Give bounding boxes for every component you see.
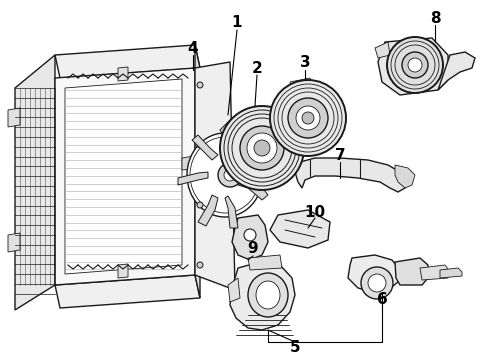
Ellipse shape bbox=[254, 140, 270, 156]
Polygon shape bbox=[230, 262, 295, 330]
Polygon shape bbox=[15, 55, 55, 310]
Ellipse shape bbox=[248, 273, 288, 317]
Ellipse shape bbox=[220, 106, 304, 190]
Text: 5: 5 bbox=[290, 341, 300, 356]
Ellipse shape bbox=[368, 274, 386, 292]
Ellipse shape bbox=[187, 133, 263, 217]
Polygon shape bbox=[182, 155, 205, 170]
Polygon shape bbox=[440, 268, 462, 278]
Polygon shape bbox=[395, 165, 415, 188]
Polygon shape bbox=[348, 255, 400, 292]
Polygon shape bbox=[290, 78, 315, 94]
Polygon shape bbox=[232, 215, 268, 260]
Ellipse shape bbox=[244, 229, 256, 241]
Polygon shape bbox=[228, 278, 240, 302]
Polygon shape bbox=[65, 79, 182, 274]
Polygon shape bbox=[220, 112, 248, 138]
Polygon shape bbox=[118, 67, 128, 81]
Text: 9: 9 bbox=[247, 240, 258, 256]
Text: 2: 2 bbox=[252, 60, 262, 76]
Ellipse shape bbox=[408, 58, 422, 72]
Polygon shape bbox=[420, 265, 450, 280]
Polygon shape bbox=[242, 155, 272, 165]
Ellipse shape bbox=[361, 267, 393, 299]
Polygon shape bbox=[375, 42, 390, 58]
Polygon shape bbox=[230, 148, 240, 185]
Polygon shape bbox=[195, 45, 200, 298]
Ellipse shape bbox=[197, 82, 203, 88]
Text: 8: 8 bbox=[430, 10, 441, 26]
Text: 4: 4 bbox=[188, 41, 198, 55]
Ellipse shape bbox=[256, 281, 280, 309]
Ellipse shape bbox=[197, 202, 203, 208]
Text: 10: 10 bbox=[304, 204, 325, 220]
Ellipse shape bbox=[218, 163, 242, 187]
Ellipse shape bbox=[224, 169, 236, 181]
Ellipse shape bbox=[197, 142, 203, 148]
Polygon shape bbox=[395, 258, 428, 285]
Polygon shape bbox=[270, 210, 330, 248]
Polygon shape bbox=[248, 255, 282, 270]
Polygon shape bbox=[378, 38, 448, 95]
Ellipse shape bbox=[402, 52, 428, 78]
Polygon shape bbox=[55, 45, 200, 78]
Ellipse shape bbox=[302, 112, 314, 124]
Ellipse shape bbox=[296, 106, 320, 130]
Polygon shape bbox=[192, 135, 218, 160]
Polygon shape bbox=[238, 178, 268, 200]
Text: 7: 7 bbox=[335, 148, 345, 162]
Polygon shape bbox=[295, 158, 408, 192]
Polygon shape bbox=[195, 62, 235, 290]
Polygon shape bbox=[225, 196, 238, 228]
Polygon shape bbox=[55, 275, 200, 308]
Ellipse shape bbox=[240, 126, 284, 170]
Polygon shape bbox=[178, 172, 208, 185]
Polygon shape bbox=[8, 233, 20, 252]
Ellipse shape bbox=[387, 37, 443, 93]
Polygon shape bbox=[118, 264, 128, 278]
Text: 1: 1 bbox=[232, 14, 242, 30]
Ellipse shape bbox=[247, 133, 277, 163]
Ellipse shape bbox=[288, 98, 328, 138]
Text: 3: 3 bbox=[300, 54, 310, 69]
Polygon shape bbox=[238, 128, 268, 148]
Polygon shape bbox=[198, 195, 218, 226]
Text: 6: 6 bbox=[377, 292, 388, 307]
Ellipse shape bbox=[197, 262, 203, 268]
Polygon shape bbox=[55, 68, 195, 285]
Polygon shape bbox=[438, 52, 475, 90]
Ellipse shape bbox=[270, 80, 346, 156]
Polygon shape bbox=[8, 108, 20, 127]
